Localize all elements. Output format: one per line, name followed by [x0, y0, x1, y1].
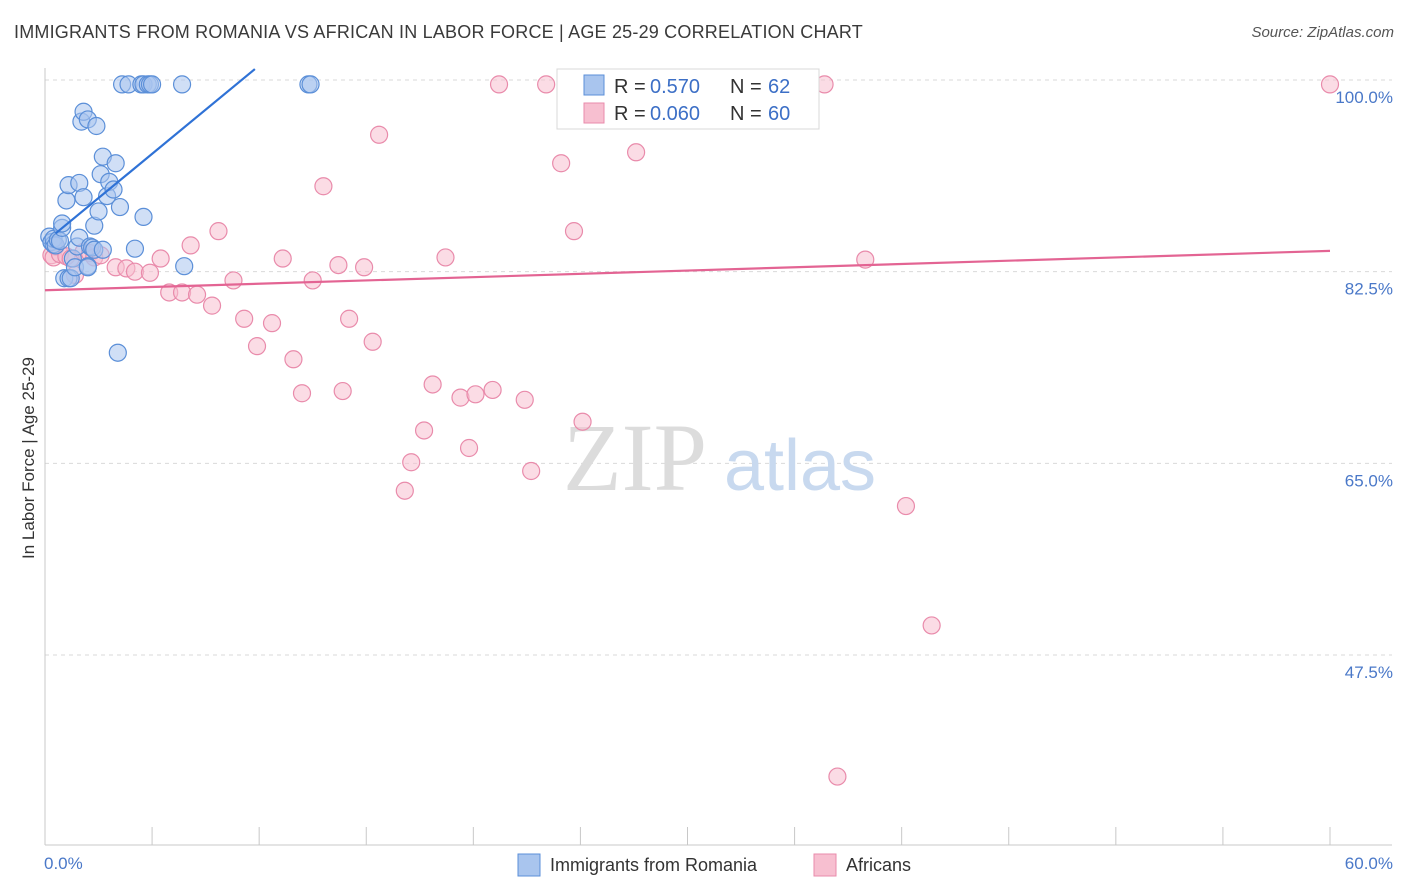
- africans-point: [466, 385, 485, 404]
- axes: [44, 68, 1392, 846]
- bottom-legend-label-africans: Africans: [846, 855, 911, 875]
- romania-point: [93, 240, 112, 259]
- africans-point: [370, 125, 389, 144]
- africans-point: [262, 314, 282, 333]
- romania-point: [301, 75, 320, 94]
- africans-point: [564, 222, 584, 241]
- x-tick-labels: 0.0% 60.0%: [44, 854, 1393, 873]
- legend-n-value-africans: 60: [768, 103, 790, 125]
- africans-point: [303, 271, 322, 290]
- legend-r-label-romania: R =: [614, 76, 646, 98]
- africans-point: [626, 143, 646, 162]
- y-axis-label: In Labor Force | Age 25-29: [19, 357, 38, 559]
- bottom-legend-label-romania: Immigrants from Romania: [550, 855, 758, 875]
- africans-point: [828, 767, 847, 786]
- bottom-legend-swatch-romania: [517, 853, 541, 877]
- legend-n-label-romania: N =: [730, 76, 762, 98]
- africans-point: [483, 380, 502, 400]
- africans-point: [1320, 75, 1340, 94]
- africans-point: [363, 332, 382, 351]
- romania-point: [104, 180, 123, 199]
- romania-point: [142, 75, 162, 94]
- africans-point: [202, 296, 222, 315]
- africans-point: [402, 453, 421, 472]
- y-tick-label: 65.0%: [1345, 471, 1393, 490]
- africans-point: [395, 481, 414, 500]
- romania-point: [89, 202, 108, 221]
- romania-point: [110, 197, 130, 217]
- chart-title: IMMIGRANTS FROM ROMANIA VS AFRICAN IN LA…: [14, 22, 863, 42]
- africans-point: [414, 421, 434, 440]
- legend-n-value-romania: 62: [768, 76, 790, 98]
- y-tick-label: 47.5%: [1345, 663, 1393, 682]
- africans-trend-line: [44, 249, 1331, 292]
- romania-point: [57, 191, 76, 210]
- y-tick-labels: 100.0% 82.5% 65.0% 47.5%: [1335, 88, 1393, 682]
- africans-point: [856, 250, 875, 269]
- africans-point: [284, 350, 303, 369]
- africans-point: [355, 258, 374, 277]
- africans-point: [292, 384, 312, 403]
- series-legend: Immigrants from Romania Africans: [517, 853, 911, 877]
- romania-point: [78, 258, 97, 277]
- africans-point: [340, 309, 359, 328]
- bottom-legend-swatch-africans: [813, 853, 837, 877]
- romania-point: [125, 239, 145, 258]
- africans-point: [436, 248, 455, 267]
- chart-source: Source: ZipAtlas.com: [1251, 24, 1394, 41]
- x-tick-label-min: 0.0%: [44, 854, 83, 873]
- trend-lines: [44, 68, 1331, 292]
- africans-point: [329, 255, 348, 275]
- romania-trend-line: [55, 68, 256, 235]
- romania-point: [134, 207, 153, 227]
- romania-point: [108, 343, 127, 362]
- romania-points: [40, 75, 320, 362]
- africans-point: [187, 285, 207, 304]
- africans-point: [451, 388, 470, 407]
- watermark: ZIP atlas: [563, 404, 876, 511]
- africans-point: [489, 75, 509, 94]
- africans-point: [125, 262, 145, 281]
- africans-point: [181, 236, 200, 255]
- romania-point: [87, 116, 106, 136]
- romania-point: [172, 75, 192, 94]
- africans-point: [273, 249, 292, 268]
- x-tick-label-max: 60.0%: [1345, 854, 1393, 873]
- y-tick-label: 82.5%: [1345, 280, 1393, 299]
- africans-point: [459, 438, 479, 458]
- africans-point: [515, 390, 534, 409]
- africans-point: [247, 337, 267, 356]
- africans-point: [151, 249, 170, 268]
- africans-point: [522, 461, 541, 481]
- legend-swatch-romania: [583, 74, 605, 96]
- africans-point: [209, 222, 228, 241]
- y-tick-label: 100.0%: [1335, 88, 1393, 107]
- romania-point: [74, 188, 93, 207]
- africans-point: [922, 616, 941, 635]
- africans-point: [896, 496, 916, 516]
- correlation-legend: R = 0.570 N = 62 R = 0.060 N = 60: [556, 68, 820, 130]
- legend-r-value-romania: 0.570: [650, 76, 700, 98]
- africans-point: [235, 309, 254, 328]
- africans-point: [573, 412, 592, 431]
- legend-n-label-africans: N =: [730, 103, 762, 125]
- legend-swatch-africans: [583, 102, 605, 124]
- africans-point: [333, 381, 352, 401]
- africans-point: [224, 271, 243, 290]
- legend-r-label-africans: R =: [614, 103, 646, 125]
- romania-point: [106, 154, 125, 173]
- romania-point: [175, 257, 194, 276]
- watermark-atlas: atlas: [724, 426, 876, 506]
- romania-point: [53, 214, 72, 233]
- africans-point: [552, 154, 571, 173]
- africans-point: [537, 75, 556, 94]
- africans-point: [140, 263, 160, 282]
- legend-r-value-africans: 0.060: [650, 103, 700, 125]
- gridlines: [45, 79, 1392, 656]
- africans-point: [314, 177, 333, 196]
- africans-point: [423, 375, 442, 394]
